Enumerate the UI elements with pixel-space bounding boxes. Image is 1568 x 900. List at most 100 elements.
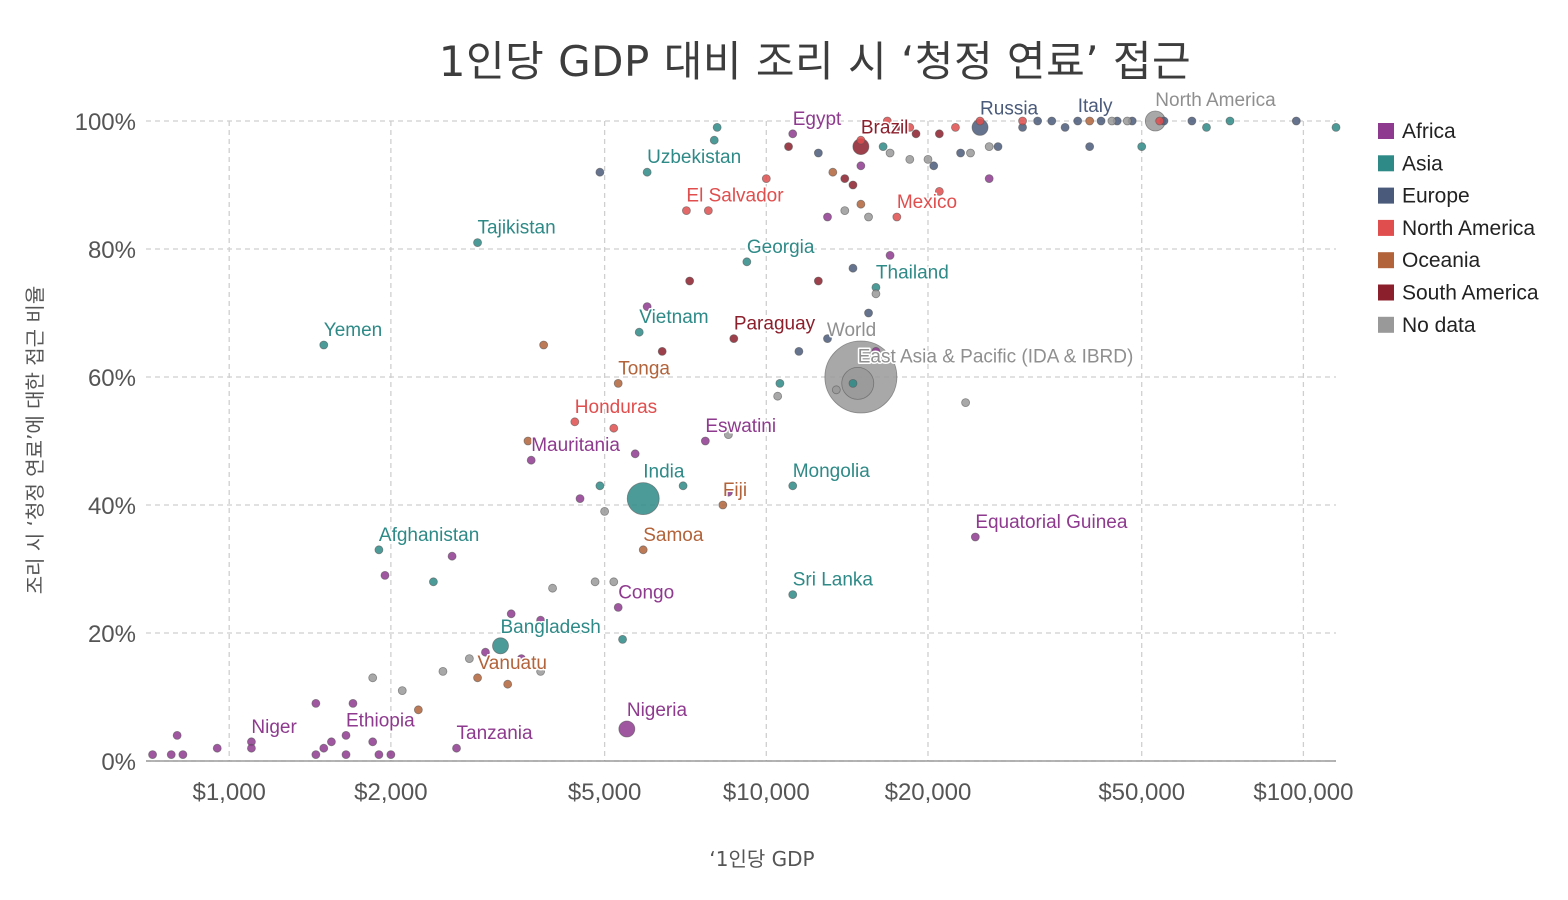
point-georgia [742, 257, 752, 267]
point-equatorial-guinea [970, 532, 980, 542]
legend-swatch-europe [1378, 187, 1394, 204]
data-point [397, 686, 407, 695]
point-vietnam [634, 327, 644, 337]
label-el-salvador: El Salvador [686, 186, 784, 207]
label-bangladesh: Bangladesh [501, 617, 601, 638]
x-tick-label: $50,000 [1098, 779, 1185, 806]
point-el-salvador [682, 206, 691, 216]
data-point [1122, 116, 1132, 126]
data-point [882, 116, 892, 126]
point-italy [1073, 116, 1083, 126]
x-tick-label: $100,000 [1253, 779, 1353, 806]
data-point [517, 654, 526, 663]
data-point [856, 135, 866, 145]
data-point [539, 340, 549, 350]
label-afghanistan: Afghanistan [379, 525, 479, 546]
data-point [481, 647, 490, 657]
data-point [856, 199, 866, 209]
y-axis-title: 조리 시 ‘청정 연료’에 대한 접근 비율 [23, 286, 47, 594]
point-tajikistan [473, 238, 482, 248]
data-point [709, 135, 719, 145]
data-point [380, 571, 390, 580]
legend: Africa Asia Europe North America Oceania Sout… [1378, 120, 1539, 337]
point-honduras [570, 417, 580, 427]
data-point [311, 699, 321, 708]
label-eswatini: Eswatini [705, 416, 776, 437]
data-point [464, 654, 474, 663]
data-point [813, 148, 823, 158]
x-tick-label: $20,000 [885, 779, 972, 806]
y-tick-label: 0% [101, 749, 136, 776]
point-yemen [319, 340, 329, 350]
point-paraguay [729, 334, 739, 344]
data-point [618, 635, 627, 644]
legend-label-oceania: Oceania [1402, 249, 1481, 272]
data-point [685, 276, 695, 286]
label-niger: Niger [251, 717, 297, 738]
data-point [1331, 123, 1341, 132]
point-eswatini [700, 436, 710, 446]
legend-label-north-america: North America [1402, 217, 1535, 240]
data-point [993, 142, 1003, 152]
data-point [600, 506, 610, 516]
point-egypt [788, 129, 798, 139]
data-point [951, 123, 960, 132]
data-point [548, 583, 557, 593]
point-east-asia-pacific-ida-ibrd [841, 366, 875, 400]
legend-label-south-america: South America [1402, 282, 1539, 305]
data-point [864, 212, 873, 222]
data-point [892, 123, 902, 132]
chart-title: 1인당 GDP 대비 조리 시 ‘청정 연료’ 접근 [438, 37, 1192, 86]
data-point [905, 154, 915, 164]
y-tick-label: 100% [75, 109, 136, 136]
data-point [831, 385, 841, 395]
data-point [374, 750, 384, 759]
data-point [840, 174, 850, 184]
data-point [447, 551, 457, 561]
label-east-asia-pacific-ida-ibrd: East Asia & Pacific (IDA & IBRD) [858, 346, 1134, 367]
data-point [1155, 116, 1165, 126]
label-egypt: Egypt [793, 109, 842, 130]
data-point [885, 250, 895, 260]
data-point [885, 148, 895, 158]
data-point [166, 750, 176, 759]
point-mongolia [788, 481, 798, 491]
data-point [657, 346, 667, 356]
legend-swatch-no-data [1378, 316, 1394, 333]
data-point [813, 276, 823, 286]
data-point [386, 750, 396, 759]
data-point [784, 142, 793, 152]
data-point [1033, 116, 1043, 126]
label-mauritania: Mauritania [531, 435, 620, 456]
legend-label-europe: Europe [1402, 185, 1470, 208]
data-point [848, 378, 858, 388]
label-india: India [643, 462, 685, 483]
label-sri-lanka: Sri Lanka [793, 570, 874, 591]
data-point [212, 743, 222, 753]
data-point [703, 206, 713, 216]
data-point [536, 667, 546, 676]
data-point [864, 308, 873, 318]
data-point [642, 302, 652, 312]
data-point [575, 494, 585, 504]
label-brazil: Brazil [861, 118, 909, 139]
data-point [172, 731, 182, 740]
point-vanuatu [473, 673, 482, 683]
data-point [1096, 116, 1106, 126]
legend-swatch-north-america [1378, 219, 1394, 236]
data-point [878, 142, 888, 152]
label-samoa: Samoa [643, 525, 704, 546]
data-point [905, 123, 915, 132]
data-point [929, 161, 939, 171]
point-labels: Niger Ethiopia Tanzania Nigeria Congo Maurita… [250, 89, 1278, 746]
label-world: World [827, 320, 876, 341]
point-tonga [613, 378, 623, 388]
point-nigeria [618, 720, 636, 738]
data-point [923, 154, 933, 164]
data-point [368, 737, 378, 747]
data-point [348, 699, 358, 708]
legend-swatch-africa [1378, 123, 1394, 139]
data-point [871, 346, 881, 356]
data-point [961, 398, 970, 408]
